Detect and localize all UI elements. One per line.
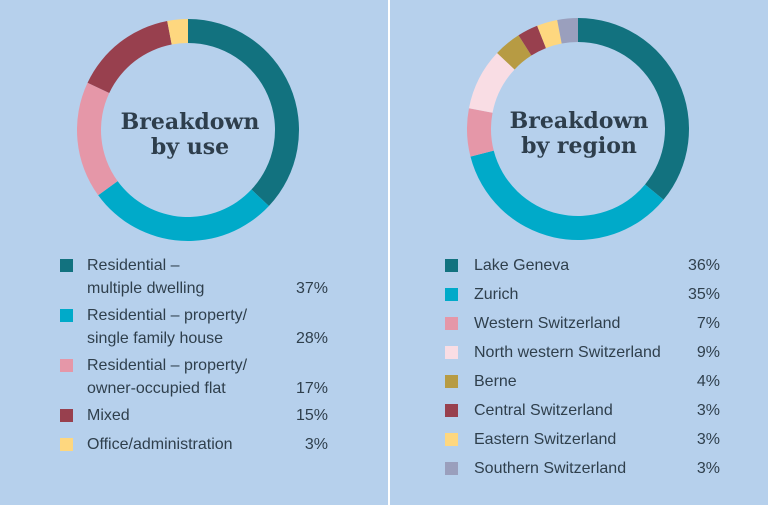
region-legend-value-6: 3% (696, 402, 720, 419)
region-legend-label-4: North western Switzerland (474, 344, 661, 361)
use-legend-value-5: 3% (304, 436, 328, 453)
region-legend-value-4: 9% (696, 344, 720, 361)
region-chart-title-line-1: Breakdown (509, 108, 649, 134)
use-legend-label-3-line-1: Residential – property/ (87, 357, 248, 374)
region-legend-value-3: 7% (696, 315, 720, 332)
use-chart-title: Breakdown by use (110, 110, 270, 160)
use-legend-swatch-4 (60, 409, 73, 422)
use-chart-title-line-2: by use (150, 134, 230, 160)
use-legend-label-1-line-2: multiple dwelling (87, 280, 205, 297)
region-slice-6 (518, 25, 546, 56)
use-legend-swatch-1 (60, 259, 73, 272)
region-slice-4 (468, 53, 515, 113)
use-slice-1 (188, 19, 300, 206)
region-legend-value-1: 36% (687, 257, 720, 274)
region-donut-chart (467, 18, 689, 241)
region-legend-label-3: Western Switzerland (474, 315, 621, 332)
region-legend-value-8: 3% (696, 460, 720, 477)
region-legend-swatch-2 (445, 288, 458, 301)
region-legend-label-1: Lake Geneva (474, 257, 570, 274)
use-legend-swatch-2 (60, 309, 73, 322)
use-legend-value-3: 17% (295, 380, 328, 397)
region-legend-value-2: 35% (687, 286, 720, 303)
region-chart-title: Breakdown by region (499, 109, 659, 159)
region-legend-label-7: Eastern Switzerland (474, 431, 617, 448)
region-slice-3 (467, 108, 494, 157)
use-slice-4 (87, 20, 172, 93)
use-legend: Residential – multiple dwelling 37% Residen… (60, 257, 328, 453)
region-slice-1 (578, 18, 689, 200)
region-legend-label-5: Berne (474, 373, 517, 390)
region-chart-title-line-2: by region (521, 133, 637, 159)
use-legend-swatch-5 (60, 438, 73, 451)
region-legend-swatch-4 (445, 346, 458, 359)
use-legend-label-5: Office/administration (87, 436, 233, 453)
region-slice-8 (557, 18, 578, 44)
region-legend-swatch-3 (445, 317, 458, 330)
use-slice-2 (98, 181, 269, 241)
region-legend-value-5: 4% (696, 373, 720, 390)
region-legend-label-2: Zurich (474, 286, 519, 303)
panel-divider (388, 0, 390, 505)
region-legend: Lake Geneva 36% Zurich 35% Western Switzerla… (391, 0, 768, 505)
region-legend-swatch-6 (445, 404, 458, 417)
region-legend-value-7: 3% (696, 431, 720, 448)
region-slice-2 (470, 150, 664, 241)
region-slice-5 (497, 35, 532, 70)
use-legend-value-2: 28% (295, 330, 328, 347)
region-legend-label-8: Southern Switzerland (474, 460, 627, 477)
use-legend-label-2-line-2: single family house (87, 330, 224, 347)
use-legend-label-2-line-1: Residential – property/ (87, 307, 248, 324)
use-legend-label-4: Mixed (87, 407, 130, 424)
region-slice-7 (537, 19, 562, 49)
use-legend-label-3-line-2: owner-occupied flat (87, 380, 226, 397)
region-breakdown-panel: Breakdown by region Lake Geneva 36% Zurich… (391, 0, 768, 505)
region-legend-swatch-8 (445, 462, 458, 475)
use-slice-5 (167, 19, 188, 45)
use-chart-title-line-1: Breakdown (120, 109, 260, 135)
use-legend-value-4: 15% (295, 407, 328, 424)
use-legend-label-1-line-1: Residential – (87, 257, 180, 274)
region-legend-swatch-5 (445, 375, 458, 388)
use-breakdown-panel: Breakdown by use Residential – multiple d… (60, 19, 328, 453)
use-slice-3 (77, 82, 118, 196)
region-legend-label-6: Central Switzerland (474, 402, 613, 419)
use-legend-swatch-3 (60, 359, 73, 372)
region-legend-swatch-1 (445, 259, 458, 272)
region-legend-swatch-7 (445, 433, 458, 446)
use-donut-chart (77, 19, 300, 241)
use-legend-value-1: 37% (295, 280, 328, 297)
